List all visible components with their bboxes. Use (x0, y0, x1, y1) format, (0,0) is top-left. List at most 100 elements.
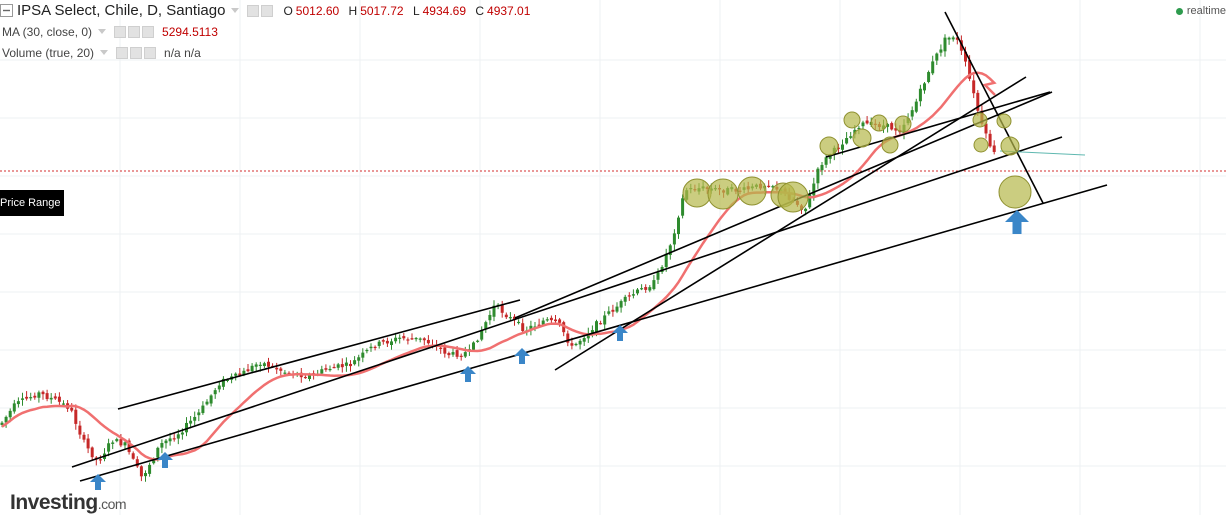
ma-chevron-icon[interactable] (98, 29, 107, 34)
candle-body (160, 443, 164, 448)
volume-value: n/a n/a (164, 45, 201, 60)
candle-body (135, 459, 139, 467)
candle-body (57, 396, 61, 402)
candle-body (590, 330, 594, 333)
highlight-circle (777, 181, 809, 213)
volume-settings-icon[interactable] (130, 46, 143, 59)
moving-average-line (1, 71, 997, 461)
candle-body (4, 416, 8, 423)
candle-body (221, 378, 225, 387)
candle-body (189, 420, 193, 424)
trend-line (71, 136, 1063, 468)
candle-body (668, 245, 672, 255)
highlight-circle (819, 136, 839, 156)
candle-body (574, 343, 578, 346)
high-label: H (348, 3, 358, 18)
volume-chevron-icon[interactable] (100, 50, 109, 55)
candle-body (529, 325, 533, 331)
candle-body (566, 333, 570, 343)
candle-body (545, 319, 549, 321)
candle-body (0, 422, 4, 425)
candle-body (472, 342, 475, 350)
candle-body (107, 443, 111, 452)
candle-body (176, 434, 180, 439)
candle-body (927, 72, 931, 82)
candle-body (771, 186, 775, 188)
candle-body (250, 365, 254, 372)
candle-body (381, 340, 385, 342)
candle-body (836, 147, 840, 149)
candle-body (8, 410, 12, 418)
candle-body (21, 398, 24, 400)
volume-close-icon[interactable] (144, 46, 157, 59)
candle-body (131, 453, 135, 459)
candle-body (513, 316, 516, 321)
candle-body (824, 157, 828, 165)
candle-body (595, 321, 598, 333)
collapse-icon[interactable] (0, 4, 13, 17)
candle-body (193, 416, 197, 421)
highlight-circle (682, 178, 712, 208)
candle-body (923, 83, 926, 91)
candle-body (279, 368, 283, 371)
candle-body (197, 412, 201, 416)
candle-body (414, 337, 418, 340)
candle-body (988, 133, 992, 147)
candle-body (636, 289, 639, 294)
ma-eye-icon[interactable] (114, 25, 127, 38)
chevron-down-icon[interactable] (231, 8, 240, 13)
candle-body (275, 367, 279, 370)
ma-close-icon[interactable] (142, 25, 155, 38)
candle-body (45, 393, 49, 400)
candle-body (976, 92, 980, 111)
candle-body (549, 317, 553, 321)
candle-body (258, 364, 262, 367)
up-arrow-icon (460, 366, 476, 382)
candle-body (238, 373, 242, 376)
candle-body (648, 287, 652, 291)
candle-body (537, 324, 541, 326)
ohlc-readout: O 5012.60 H 5017.72 L 4934.69 C 4937.01 (283, 4, 536, 18)
ma-settings-icon[interactable] (128, 25, 141, 38)
candle-body (492, 305, 496, 317)
candle-body (418, 338, 422, 340)
candle-body (98, 459, 102, 461)
candle-body (562, 322, 566, 333)
candle-body (439, 347, 443, 349)
symbol-title: IPSA Select, Chile, D, Santiago (17, 2, 226, 19)
candle-body (303, 376, 307, 379)
candle-body (914, 101, 918, 112)
candle-body (328, 368, 332, 371)
settings-icon-2[interactable] (261, 4, 274, 17)
candle-body (627, 295, 631, 297)
candle-body (365, 349, 369, 352)
legend-symbol-row: IPSA Select, Chile, D, Santiago O 5012.60… (0, 0, 536, 21)
candle-body (886, 124, 890, 127)
candle-body (406, 339, 410, 341)
legend-volume-row: Volume (true, 20) n/a n/a (0, 42, 536, 63)
volume-eye-icon[interactable] (116, 46, 129, 59)
candle-body (943, 37, 947, 52)
candle-body (287, 372, 291, 375)
candle-body (82, 434, 86, 440)
candle-body (422, 338, 426, 341)
candle-body (152, 458, 156, 464)
candle-body (517, 321, 521, 324)
candle-body (623, 296, 627, 302)
candle-body (267, 361, 270, 367)
candle-body (578, 340, 582, 345)
candle-body (459, 355, 463, 357)
candle-body (443, 347, 447, 354)
trend-line (944, 11, 1044, 204)
candle-body (931, 61, 935, 74)
candle-body (968, 60, 972, 79)
trend-line (117, 299, 521, 410)
candle-body (640, 288, 644, 290)
settings-icon[interactable] (247, 4, 260, 17)
candle-body (283, 372, 287, 374)
low-label: L (412, 3, 420, 18)
realtime-dot-icon (1175, 7, 1183, 15)
candle-body (49, 397, 53, 400)
candle-body (37, 392, 41, 398)
